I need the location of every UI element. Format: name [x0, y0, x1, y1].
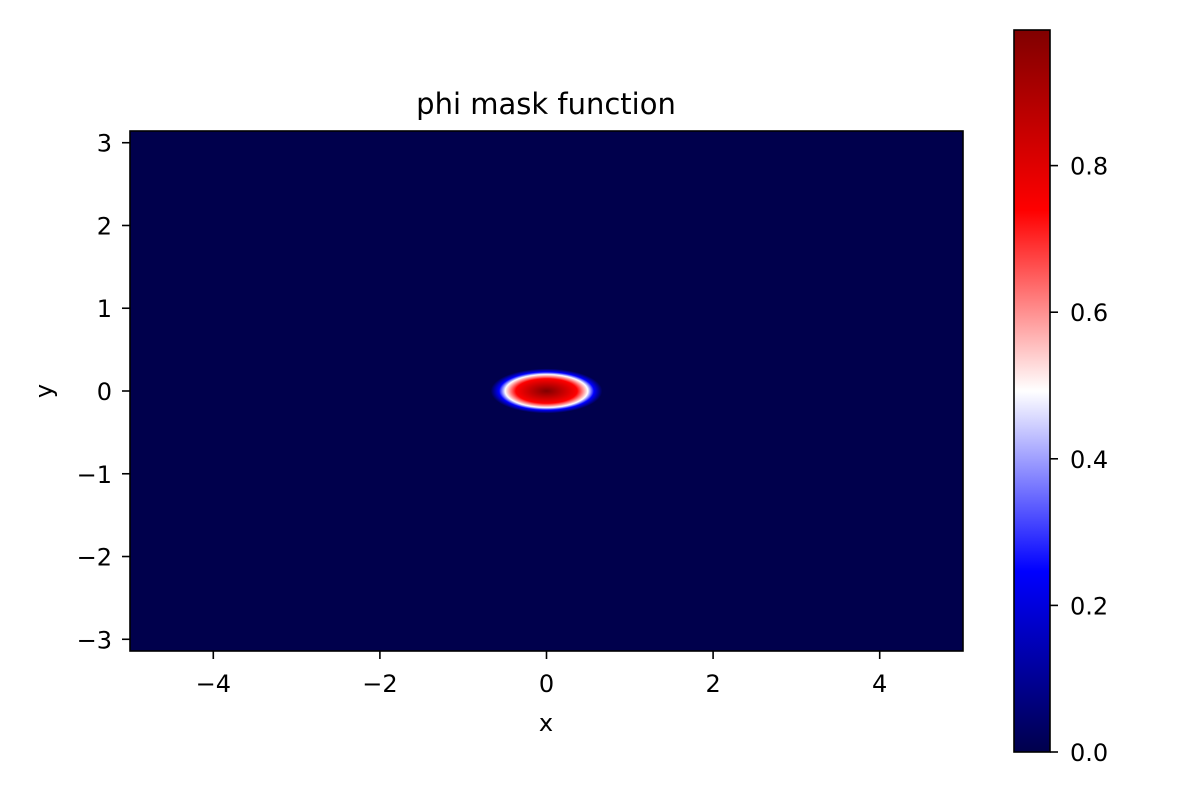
colorbar-tick-label: 0.4	[1070, 446, 1108, 474]
y-tick-label: 1	[97, 295, 112, 323]
colorbar-tick-label: 0.8	[1070, 153, 1108, 181]
mask-ellipse	[490, 368, 603, 414]
x-tick-label: 0	[539, 670, 554, 698]
colorbar-gradient	[1014, 30, 1050, 752]
y-tick-label: 0	[97, 378, 112, 406]
x-axis-ticks: −4 −2 0 2 4	[196, 651, 887, 698]
y-axis-label: y	[30, 384, 58, 398]
y-tick-label: −1	[77, 461, 112, 489]
x-tick-label: 2	[705, 670, 720, 698]
chart-title: phi mask function	[416, 87, 676, 121]
colorbar-ticks: 0.0 0.2 0.4 0.6 0.8	[1050, 153, 1108, 767]
y-tick-label: 2	[97, 212, 112, 240]
colorbar-frame	[1013, 29, 1051, 753]
plot-area	[129, 130, 964, 652]
y-tick-label: −2	[77, 544, 112, 572]
colorbar-tick-label: 0.0	[1070, 739, 1108, 767]
colorbar-tick-label: 0.2	[1070, 592, 1108, 620]
x-tick-label: 4	[872, 670, 887, 698]
colorbar: 0.0 0.2 0.4 0.6 0.8	[1013, 29, 1108, 767]
y-tick-label: 3	[97, 130, 112, 158]
x-tick-label: −4	[196, 670, 231, 698]
x-axis-label: x	[539, 709, 553, 737]
y-axis-ticks: −3 −2 −1 0 1 2 3	[77, 130, 130, 654]
heatmap-feature	[490, 368, 603, 414]
x-tick-label: −2	[362, 670, 397, 698]
y-tick-label: −3	[77, 626, 112, 654]
colorbar-tick-label: 0.6	[1070, 299, 1108, 327]
